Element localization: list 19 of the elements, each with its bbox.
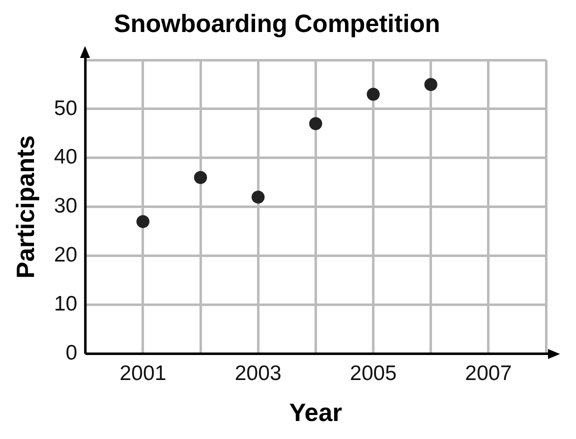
chart-title: Snowboarding Competition — [114, 10, 440, 38]
x-tick-label: 2007 — [465, 362, 512, 386]
point — [309, 117, 322, 130]
x-tick-label: 2005 — [350, 362, 397, 386]
point — [252, 190, 265, 204]
x-tick-label: 2003 — [234, 362, 282, 386]
x-axis-title: Year — [289, 398, 342, 427]
point — [194, 171, 208, 184]
y-tick-label: 0 — [66, 342, 78, 365]
point — [136, 215, 150, 228]
point — [424, 78, 438, 91]
y-tick-label: 50 — [54, 96, 78, 120]
point — [366, 88, 380, 101]
y-tick-label: 40 — [54, 146, 78, 169]
y-tick-label: 30 — [54, 194, 78, 218]
y-axis-title: Participants — [12, 135, 40, 278]
y-tick-label: 20 — [54, 244, 78, 267]
y-tick-label: 10 — [54, 292, 78, 316]
x-tick-label: 2001 — [120, 362, 166, 386]
